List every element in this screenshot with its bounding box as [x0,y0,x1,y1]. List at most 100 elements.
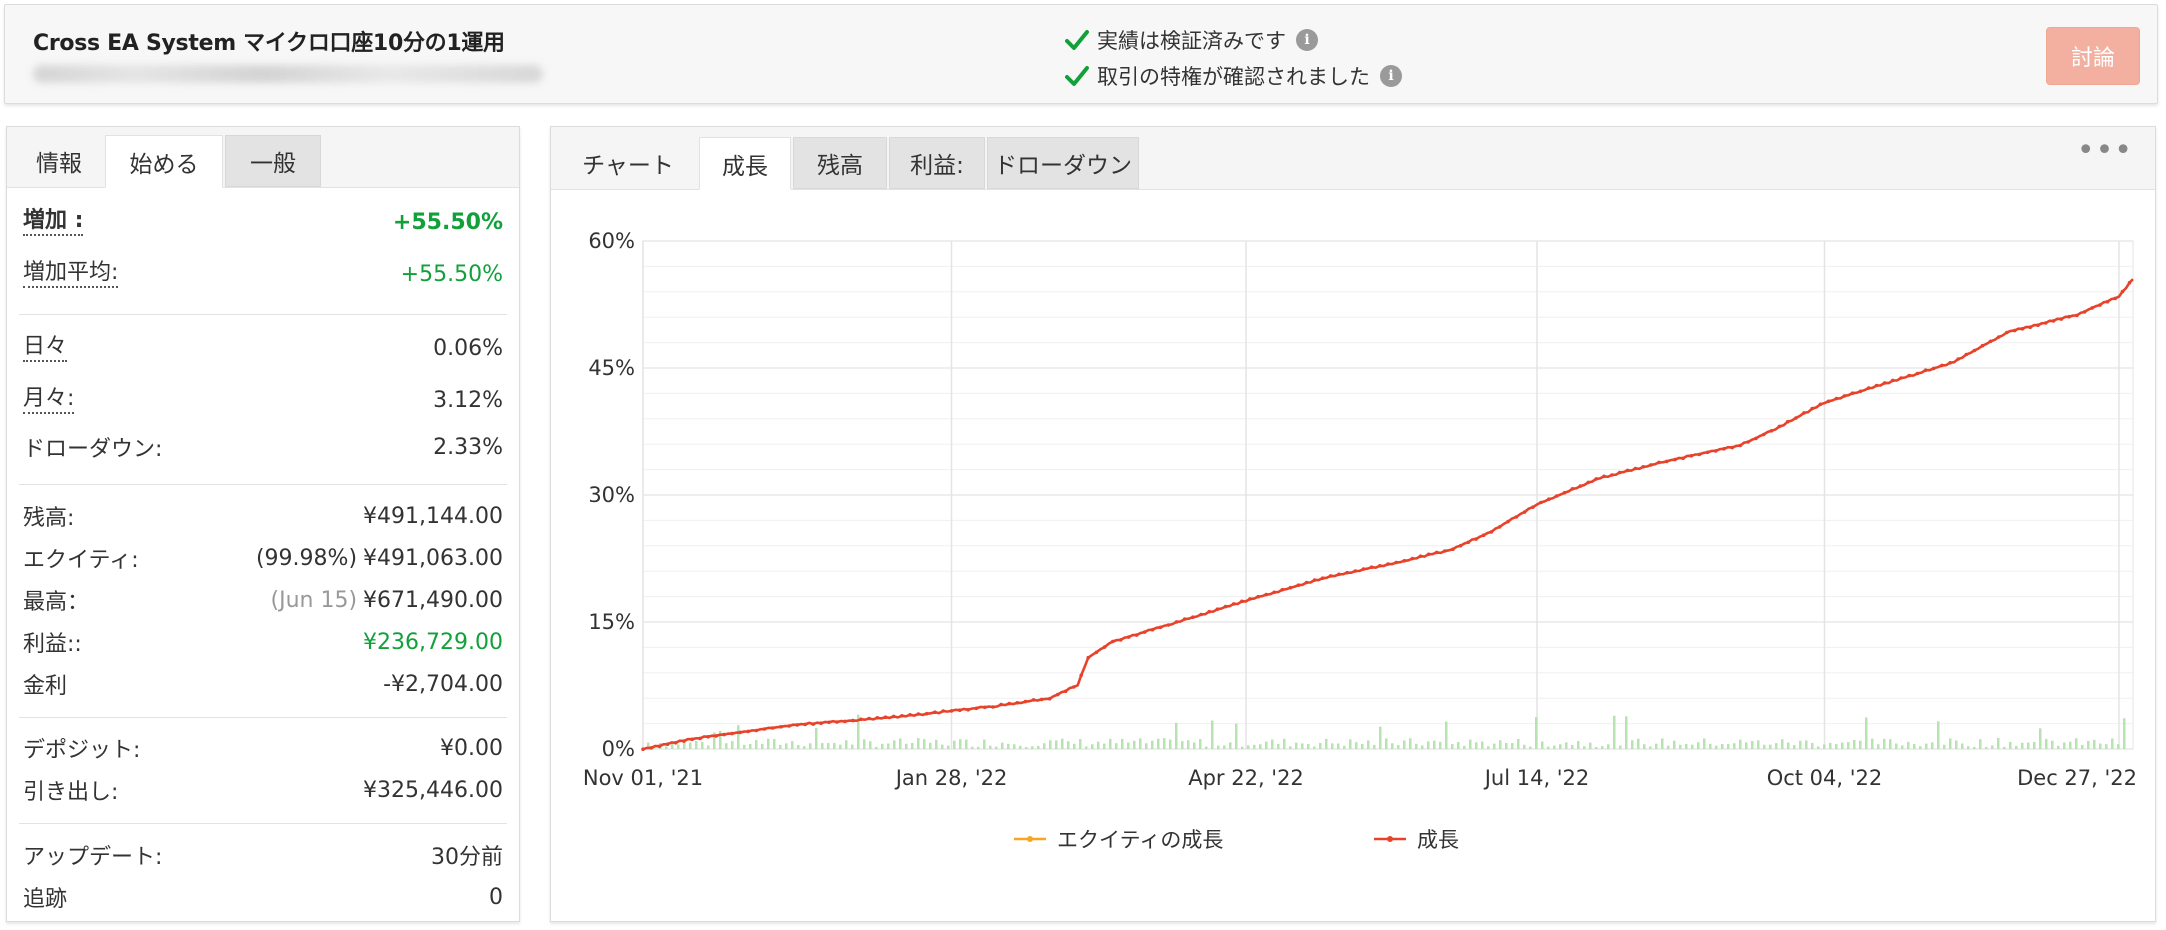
volume-bar [887,743,890,749]
volume-bar [1433,740,1436,749]
volume-bar [1373,744,1376,749]
stat-abs-gain: 増加平均: +55.50% [23,257,503,291]
data-point [1802,411,1806,415]
volume-bar [1025,746,1028,749]
volume-bar [1523,744,1526,749]
volume-bar [2009,741,2012,749]
data-point [1531,505,1535,510]
tab-growth[interactable]: 成長 [699,137,791,190]
volume-bar [1739,739,1742,749]
volume-bar [797,744,800,749]
data-point [1150,627,1155,632]
stat-value: 0.06% [433,335,503,361]
volume-bar [1505,742,1508,749]
volume-bar [1385,738,1388,749]
volume-bar [1631,740,1634,749]
volume-bar [1787,742,1790,749]
volume-bar [1595,746,1598,749]
volume-bar [941,744,944,749]
volume-bar [1067,741,1070,749]
data-point [1320,576,1325,580]
volume-bar [1781,739,1784,749]
data-point [835,720,839,724]
more-horizontal-icon[interactable]: ••• [2076,133,2133,168]
volume-bar [2045,739,2048,749]
volume-bar [1091,744,1094,749]
data-point [649,746,653,750]
volume-bar [1283,738,1286,749]
volume-bar [917,738,920,749]
volume-bar [1553,745,1556,749]
volume-bar [2093,739,2096,749]
volume-bar [1763,744,1766,749]
tab-balance[interactable]: 残高 [793,137,887,189]
data-point [1738,443,1743,448]
data-point [1657,460,1661,465]
volume-bar [1727,744,1730,749]
stat-value: 2.33% [433,434,503,460]
discuss-button[interactable]: 討論 [2046,27,2140,85]
tab-drawdown[interactable]: ドローダウン [987,137,1139,189]
data-point [1633,466,1638,471]
data-point [746,729,750,734]
tab-general[interactable]: 一般 [225,135,321,187]
volume-bar [1151,740,1154,749]
volume-bar [1883,738,1886,749]
tab-start[interactable]: 始める [105,135,223,188]
data-point [1506,519,1510,524]
data-point [941,709,945,713]
data-point [1834,396,1839,401]
volume-bar [1673,740,1676,749]
data-point [795,723,800,727]
volume-bar [839,744,842,749]
stat-label: 金利 [23,674,68,699]
stat-gain: 増加 : +55.50% [23,205,503,239]
volume-bar [1127,742,1130,749]
volume-bar [683,741,686,749]
data-point [1899,376,1903,380]
volume-bar [1235,723,1238,749]
data-point [1256,594,1260,599]
volume-bar [1895,743,1898,749]
data-point [1562,490,1567,495]
volume-bar [1193,742,1196,749]
volume-bar [1001,742,1004,749]
info-icon[interactable]: i [1380,65,1402,87]
data-point [1602,474,1606,479]
data-point [1586,480,1591,485]
stat-label: 月々: [23,386,75,414]
data-point [2028,325,2032,329]
volume-bar [1901,745,1904,749]
volume-bar [719,730,722,749]
volume-bar [1499,740,1502,749]
volume-bar [1487,746,1490,749]
volume-bar [1577,741,1580,749]
data-point [1714,449,1718,453]
tab-chart[interactable]: チャート [582,153,674,179]
data-point [2090,306,2094,310]
y-tick-label: 60% [588,229,635,253]
volume-bar [983,739,986,749]
volume-bar [1133,740,1136,749]
data-point [2067,314,2071,319]
volume-bar [1613,715,1616,749]
volume-bar [1211,720,1214,749]
info-icon[interactable]: i [1296,29,1318,51]
data-point [1769,429,1774,433]
volume-bar [1751,740,1754,749]
volume-bar [1865,717,1868,749]
tab-profit[interactable]: 利益: [889,137,985,189]
data-point [924,711,929,716]
stat-value: ¥491,063.00 [363,545,503,571]
chart-tabs: チャート 成長 残高 利益: ドローダウン ••• [551,127,2155,190]
volume-bar [737,725,740,749]
volume-bar [1445,721,1448,749]
data-point [1223,604,1228,609]
volume-bar [1121,738,1124,749]
tab-info[interactable]: 情報 [36,151,82,177]
volume-bar [677,744,680,749]
data-point [1434,550,1439,555]
divider [19,823,507,824]
volume-bar [1703,738,1706,749]
data-point [2075,313,2079,318]
